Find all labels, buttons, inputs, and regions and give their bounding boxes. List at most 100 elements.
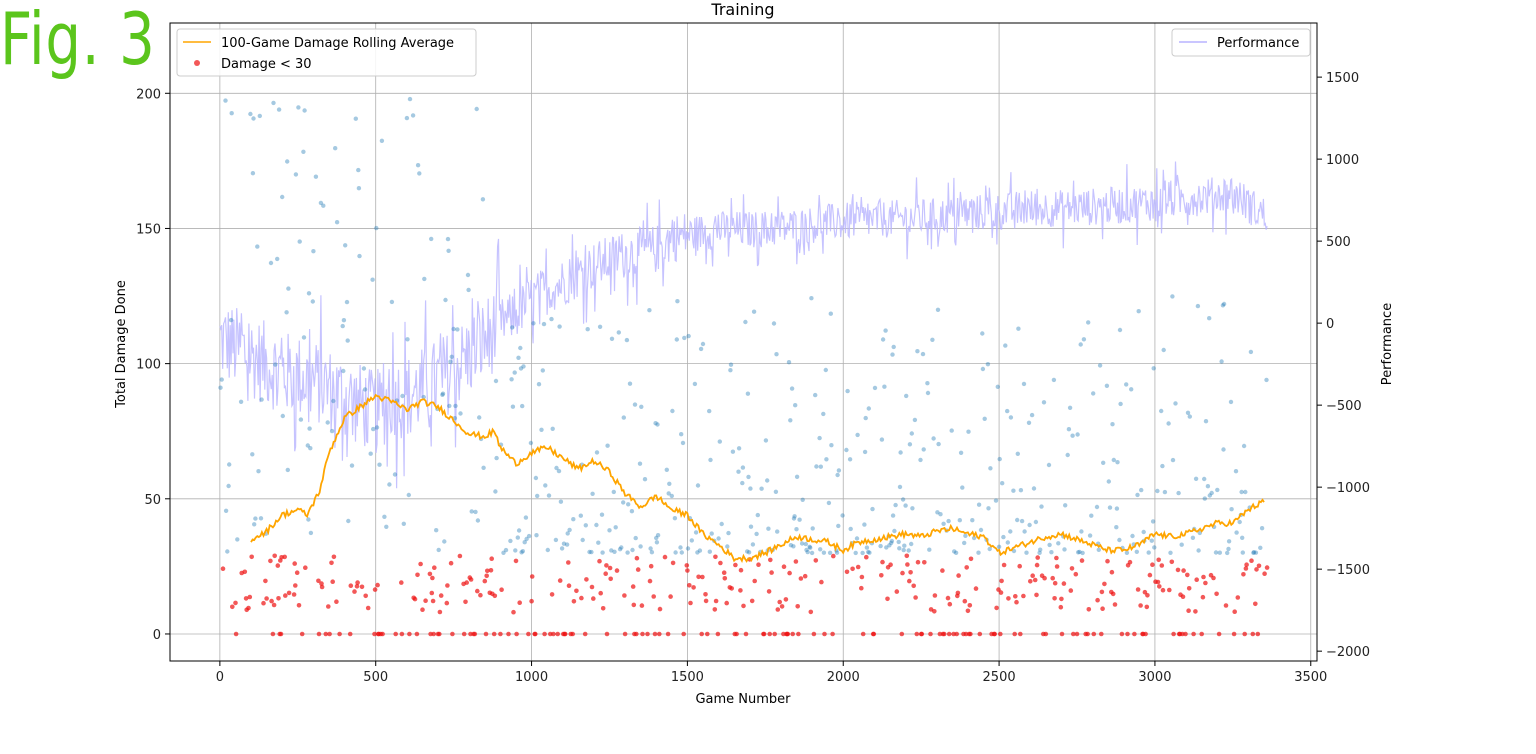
damage-point <box>621 415 626 420</box>
low-damage-point <box>1074 631 1080 637</box>
low-damage-point <box>696 574 701 580</box>
low-damage-point <box>431 631 437 637</box>
low-damage-point <box>1073 571 1079 577</box>
y-tick-label: 150 <box>136 222 161 237</box>
low-damage-point <box>445 583 450 588</box>
damage-point <box>799 541 805 546</box>
damage-point <box>1070 433 1075 438</box>
low-damage-point <box>781 564 787 569</box>
damage-point <box>1253 550 1259 555</box>
damage-point <box>1187 414 1193 419</box>
damage-point <box>1079 529 1084 534</box>
damage-point <box>997 456 1002 462</box>
damage-point <box>1160 463 1165 469</box>
damage-point <box>803 541 808 547</box>
damage-point <box>553 537 559 543</box>
damage-point <box>719 521 724 527</box>
low-damage-point <box>634 555 640 561</box>
damage-point <box>686 333 691 339</box>
damage-point <box>1081 337 1087 342</box>
low-damage-point <box>1199 631 1204 637</box>
damage-point <box>834 550 840 555</box>
damage-point <box>925 381 930 386</box>
low-damage-point <box>1099 589 1105 595</box>
low-damage-point <box>713 598 719 604</box>
damage-point <box>533 475 539 481</box>
damage-point <box>353 116 358 121</box>
damage-point <box>415 163 421 168</box>
damage-point <box>609 336 615 341</box>
damage-point <box>1051 377 1057 383</box>
damage-point <box>1038 547 1043 552</box>
low-damage-point <box>551 631 556 637</box>
damage-point <box>1203 419 1209 424</box>
damage-point <box>697 548 703 553</box>
damage-point <box>642 477 648 482</box>
damage-point <box>1110 422 1115 427</box>
damage-point <box>1136 309 1141 314</box>
damage-point <box>302 108 307 113</box>
low-damage-point <box>1150 562 1155 567</box>
low-damage-point <box>622 631 628 637</box>
damage-point <box>653 421 658 426</box>
damage-point <box>629 509 635 514</box>
low-damage-point <box>591 596 596 601</box>
damage-point <box>709 531 714 536</box>
damage-point <box>1024 550 1029 555</box>
low-damage-point <box>994 605 999 611</box>
low-damage-point <box>956 573 961 578</box>
low-damage-point <box>777 599 782 605</box>
damage-point <box>791 516 797 521</box>
low-damage-point <box>685 568 690 573</box>
damage-point <box>296 105 301 110</box>
damage-point <box>392 472 398 477</box>
damage-point <box>518 366 524 371</box>
damage-point <box>349 463 355 468</box>
damage-point <box>1197 530 1203 536</box>
damage-point <box>256 469 261 474</box>
low-damage-point <box>604 563 609 568</box>
low-damage-point <box>1069 566 1075 571</box>
damage-point <box>382 514 387 519</box>
low-damage-point <box>461 631 467 637</box>
damage-point <box>1104 383 1110 388</box>
low-damage-point <box>264 596 269 601</box>
damage-point <box>219 377 224 382</box>
damage-point <box>626 502 631 507</box>
damage-point <box>306 291 312 296</box>
damage-point <box>836 468 842 473</box>
low-damage-point <box>687 583 692 588</box>
damage-point <box>827 550 833 555</box>
damage-point <box>963 533 968 538</box>
damage-point <box>1141 529 1146 535</box>
damage-point <box>930 337 935 342</box>
damage-point <box>1251 550 1257 555</box>
grid-lines <box>170 23 1317 661</box>
low-damage-point <box>283 593 288 598</box>
low-damage-point <box>1254 567 1259 572</box>
damage-point <box>1056 541 1061 546</box>
damage-point <box>1209 490 1214 496</box>
damage-point <box>255 244 260 249</box>
damage-point <box>356 186 362 191</box>
low-damage-point <box>1211 575 1216 581</box>
damage-point <box>765 478 770 483</box>
damage-point <box>238 399 244 404</box>
damage-point <box>1159 408 1164 414</box>
damage-point <box>455 327 460 332</box>
low-damage-point <box>1264 565 1270 570</box>
low-damage-point <box>316 631 322 637</box>
low-damage-point <box>907 578 912 584</box>
damage-point <box>1220 303 1226 308</box>
performance-series <box>219 161 1268 489</box>
low-damage-point <box>1186 608 1191 613</box>
low-damage-point <box>622 593 627 598</box>
damage-point <box>862 522 867 527</box>
damage-point <box>773 489 779 494</box>
damage-point <box>823 367 828 373</box>
low-damage-point <box>665 631 671 637</box>
damage-point <box>293 172 299 177</box>
low-damage-point <box>399 580 404 585</box>
damage-point <box>1134 549 1140 554</box>
low-damage-point <box>790 631 795 637</box>
